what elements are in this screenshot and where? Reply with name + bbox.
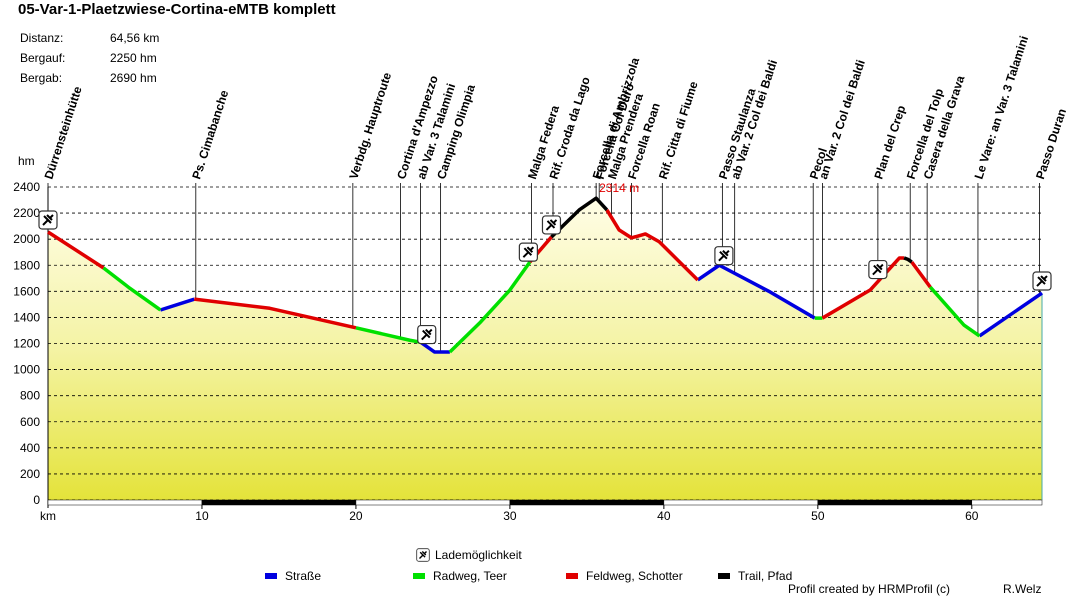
plot-area: 0 200 400 600 800 1000 1200 1400 1600 1800 2000 220… [13, 34, 1069, 523]
y-tick-label: 2000 [13, 232, 40, 246]
charging-icon [518, 242, 539, 263]
x-tick-label: 10 [195, 509, 209, 523]
y-axis-label: hm [18, 154, 35, 168]
legend-label: Lademöglichkeit [435, 548, 522, 562]
waypoint-label: Verbdg. Hauptroute [346, 70, 394, 181]
waypoint-label: Ps. Cimabanche [189, 88, 231, 181]
charging-icon [38, 209, 58, 230]
waypoint-label: an Var. 2 Col dei Baldi [816, 58, 868, 181]
chart-title: 05-Var-1-Plaetzwiese-Cortina-eMTB komple… [18, 1, 336, 18]
x-axis-stripe [971, 499, 1043, 506]
waypoint-label: Plan del Crep [871, 104, 908, 181]
charging-icon [1032, 271, 1052, 292]
y-tick-label: 2200 [13, 206, 40, 220]
y-tick-label: 400 [20, 441, 40, 455]
charging-icon [713, 245, 734, 266]
waypoint-label: Passo Duran [1033, 107, 1069, 181]
x-tick-label: 50 [811, 509, 825, 523]
x-tick-label: 40 [657, 509, 671, 523]
x-axis-stripe [201, 499, 357, 506]
profile-line [47, 209, 932, 330]
legend-charging-icon [415, 548, 430, 562]
stat-value: 2250 hm [110, 51, 157, 65]
y-tick-label: 800 [20, 389, 40, 403]
legend-swatch [566, 573, 578, 579]
profile-line [102, 260, 981, 354]
y-tick-label: 1800 [13, 258, 40, 272]
x-tick-label: 30 [503, 509, 517, 523]
profile-area [48, 198, 1042, 501]
charging-icon [541, 214, 562, 235]
legend-swatch [265, 573, 277, 579]
stats: Distanz: 64,56 km Bergauf: 2250 hm Bergab: 26… [20, 31, 159, 85]
x-axis-stripe [817, 499, 973, 506]
stat-value: 2690 hm [110, 71, 157, 85]
y-tick-label: 1600 [13, 284, 40, 298]
x-axis-label: km [40, 509, 56, 523]
x-axis-stripe [47, 499, 203, 506]
peak-label: 2314 m [599, 181, 639, 195]
y-tick-label: 1200 [13, 337, 40, 351]
waypoint-label: Le Vare: an Var. 3 Talamini [971, 34, 1031, 181]
y-tick-label: 2400 [13, 180, 40, 194]
legend-label: Straße [285, 569, 321, 583]
waypoint-label: Rif. Citta di Fiume [656, 79, 701, 181]
y-tick-label: 0 [33, 493, 40, 507]
footer-author: R.Welz [1003, 582, 1041, 596]
charging-icon [416, 324, 437, 345]
y-tick-label: 600 [20, 415, 40, 429]
footer-credit: Profil created by HRMProfil (c) [788, 582, 950, 596]
stat-value: 64,56 km [110, 31, 159, 45]
x-tick-label: 20 [349, 509, 363, 523]
legend-label: Radweg, Teer [433, 569, 507, 583]
stat-label: Bergauf: [20, 51, 65, 65]
stat-label: Distanz: [20, 31, 63, 45]
profile-line [550, 196, 913, 264]
waypoint-label: Dürrensteinhütte [42, 84, 85, 181]
y-tick-label: 1400 [13, 310, 40, 324]
x-axis-stripe [663, 499, 819, 506]
legend-swatch [718, 573, 730, 579]
charging-icon [867, 259, 888, 280]
y-tick-label: 200 [20, 467, 40, 481]
y-tick-label: 1000 [13, 363, 40, 377]
legend-label: Trail, Pfad [738, 569, 792, 583]
x-tick-label: 60 [965, 509, 979, 523]
stat-label: Bergab: [20, 71, 62, 85]
legend-label: Feldweg, Schotter [586, 569, 683, 583]
legend: Lademöglichkeit Straße Radweg, Teer Feldweg… [265, 548, 792, 583]
x-axis-stripe [355, 499, 511, 506]
legend-swatch [413, 573, 425, 579]
profile-line [159, 263, 1043, 354]
x-axis-stripe [509, 499, 665, 506]
